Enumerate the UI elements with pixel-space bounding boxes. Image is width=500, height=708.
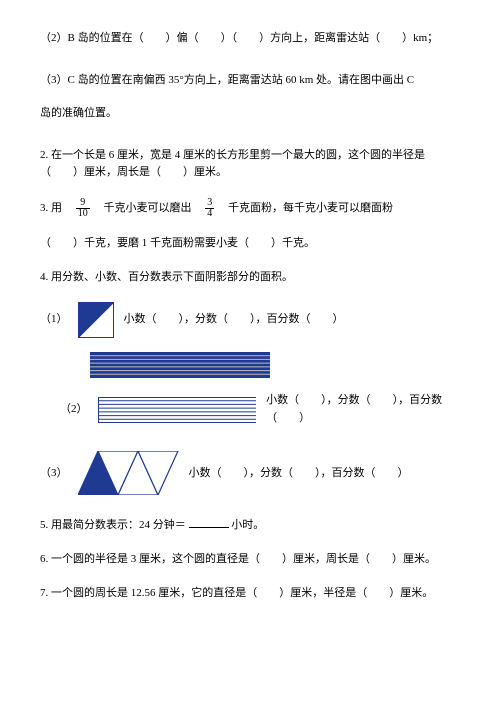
q6: 6. 一个圆的半径是 3 厘米，这个圆的直径是（ ）厘米，周长是（ ）厘米。 xyxy=(40,551,460,569)
q4-1-text: 小数（ ），分数（ ），百分数（ ） xyxy=(124,311,344,329)
q3-mid2: 千克面粉，每千克小麦可以磨面粉 xyxy=(217,202,393,214)
q4-3-text: 小数（ ），分数（ ），百分数（ ） xyxy=(189,465,409,483)
q4-3-row: （3） 小数（ ），分数（ ），百分数（ ） xyxy=(40,451,460,495)
q5-blank xyxy=(189,517,229,528)
q4-2-label: （2） xyxy=(60,401,88,419)
q3-frac2-den: 4 xyxy=(205,209,214,219)
q4-title: 4. 用分数、小数、百分数表示下面阴影部分的面积。 xyxy=(40,269,460,287)
q1-3-line1: （3）C 岛的位置在南偏西 35°方向上，距离雷达站 60 km 处。请在图中画… xyxy=(40,72,460,90)
q1-3-line2: 岛的准确位置。 xyxy=(40,105,460,123)
q3-line1: 3. 用 9 10 千克小麦可以磨出 3 4 千克面粉，每千克小麦可以磨面粉 xyxy=(40,198,460,219)
q4-2-figure xyxy=(90,352,270,378)
q3-frac1: 9 10 xyxy=(76,198,90,219)
q3-frac2: 3 4 xyxy=(205,198,214,219)
q3-frac1-den: 10 xyxy=(76,209,90,219)
q5: 5. 用最简分数表示：24 分钟＝ 小时。 xyxy=(40,517,460,535)
q4-2-figure-bottom xyxy=(98,397,257,423)
q3-pre: 3. 用 xyxy=(40,202,73,214)
q3-mid1: 千克小麦可以磨出 xyxy=(93,202,203,214)
q4-2-row: （2） 小数（ ），分数（ ），百分数（ ） xyxy=(60,392,460,427)
q4-1-row: （1） 小数（ ），分数（ ），百分数（ ） xyxy=(40,302,460,338)
q5-pre: 5. 用最简分数表示：24 分钟＝ xyxy=(40,519,186,531)
q5-post: 小时。 xyxy=(231,519,264,531)
q1-2: （2）B 岛的位置在（ ）偏（ ）（ ）方向上，距离雷达站（ ）km； xyxy=(40,30,460,48)
q2: 2. 在一个长是 6 厘米，宽是 4 厘米的长方形里剪一个最大的圆，这个圆的半径… xyxy=(40,147,460,182)
q4-1-label: （1） xyxy=(40,311,68,329)
q3-line2: （ ）千克，要磨 1 千克面粉需要小麦（ ）千克。 xyxy=(40,235,460,253)
q4-1-figure xyxy=(78,302,114,338)
q7: 7. 一个圆的周长是 12.56 厘米，它的直径是（ ）厘米，半径是（ ）厘米。 xyxy=(40,585,460,603)
q4-2-text: 小数（ ），分数（ ），百分数（ ） xyxy=(266,392,460,427)
q4-3-figure xyxy=(78,451,179,495)
q4-3-label: （3） xyxy=(40,465,68,483)
q4-2-figwrap xyxy=(90,352,460,378)
